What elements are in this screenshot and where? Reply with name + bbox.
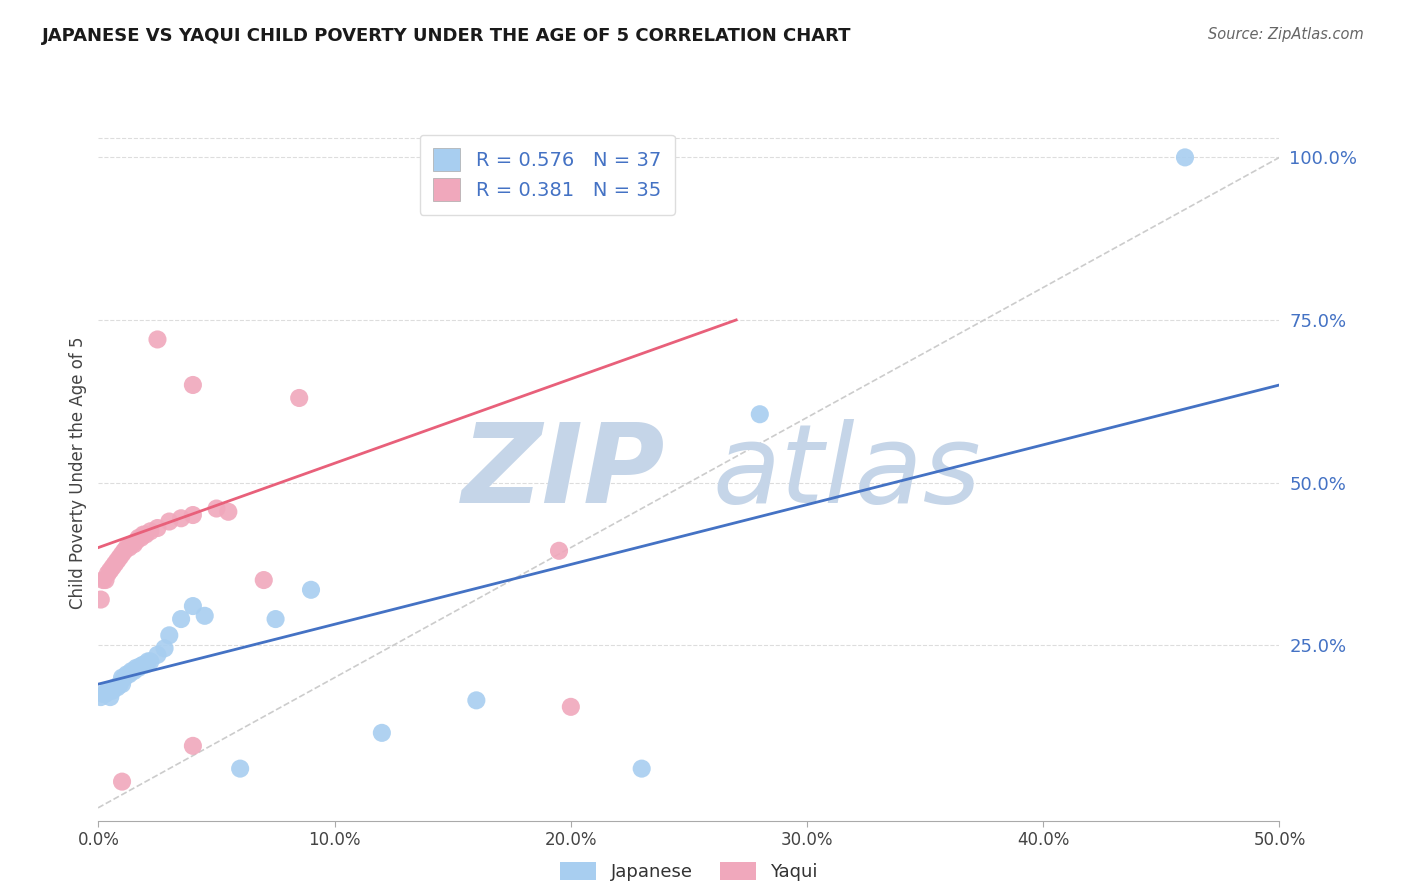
Point	[94, 687, 117, 701]
Point	[748, 407, 770, 421]
Point	[101, 560, 124, 574]
Point	[129, 659, 152, 673]
Point	[104, 681, 127, 695]
Point	[128, 531, 150, 545]
Point	[128, 661, 150, 675]
Point	[104, 557, 127, 571]
Text: JAPANESE VS YAQUI CHILD POVERTY UNDER THE AGE OF 5 CORRELATION CHART: JAPANESE VS YAQUI CHILD POVERTY UNDER TH…	[42, 27, 852, 45]
Point	[132, 527, 155, 541]
Point	[121, 664, 143, 678]
Point	[111, 774, 134, 789]
Legend: Japanese, Yaqui: Japanese, Yaqui	[553, 855, 825, 888]
Point	[90, 592, 112, 607]
Point	[170, 612, 193, 626]
Point	[112, 543, 135, 558]
Point	[146, 521, 169, 535]
Point	[181, 599, 204, 613]
Point	[105, 553, 128, 567]
Point	[181, 508, 204, 522]
Point	[97, 566, 120, 581]
Point	[111, 671, 134, 685]
Point	[135, 657, 157, 672]
Point	[105, 681, 128, 695]
Y-axis label: Child Poverty Under the Age of 5: Child Poverty Under the Age of 5	[69, 336, 87, 609]
Text: ZIP: ZIP	[461, 419, 665, 526]
Point	[98, 563, 121, 577]
Point	[136, 654, 159, 668]
Point	[157, 628, 180, 642]
Point	[299, 582, 322, 597]
Point	[264, 612, 287, 626]
Point	[112, 671, 135, 685]
Point	[153, 641, 176, 656]
Point	[229, 762, 252, 776]
Point	[125, 661, 148, 675]
Point	[205, 501, 228, 516]
Point	[91, 573, 114, 587]
Point	[630, 762, 652, 776]
Point	[146, 648, 169, 662]
Point	[122, 537, 145, 551]
Point	[129, 531, 152, 545]
Point	[115, 541, 138, 555]
Point	[139, 524, 162, 539]
Text: atlas: atlas	[713, 419, 981, 526]
Point	[560, 699, 582, 714]
Point	[94, 573, 117, 587]
Point	[98, 690, 121, 704]
Point	[548, 543, 571, 558]
Point	[118, 541, 141, 555]
Point	[91, 687, 114, 701]
Point	[288, 391, 311, 405]
Point	[371, 726, 394, 740]
Point	[101, 683, 124, 698]
Point	[115, 667, 138, 681]
Text: Source: ZipAtlas.com: Source: ZipAtlas.com	[1208, 27, 1364, 42]
Point	[146, 333, 169, 347]
Point	[132, 657, 155, 672]
Point	[194, 608, 217, 623]
Point	[108, 677, 131, 691]
Point	[108, 550, 131, 565]
Point	[139, 654, 162, 668]
Point	[111, 677, 134, 691]
Point	[253, 573, 276, 587]
Point	[135, 527, 157, 541]
Point	[118, 667, 141, 681]
Point	[181, 378, 204, 392]
Point	[122, 664, 145, 678]
Point	[465, 693, 488, 707]
Point	[97, 683, 120, 698]
Point	[125, 534, 148, 549]
Point	[111, 547, 134, 561]
Point	[170, 511, 193, 525]
Point	[181, 739, 204, 753]
Point	[121, 537, 143, 551]
Point	[217, 505, 239, 519]
Point	[157, 515, 180, 529]
Point	[90, 690, 112, 704]
Point	[1174, 150, 1197, 164]
